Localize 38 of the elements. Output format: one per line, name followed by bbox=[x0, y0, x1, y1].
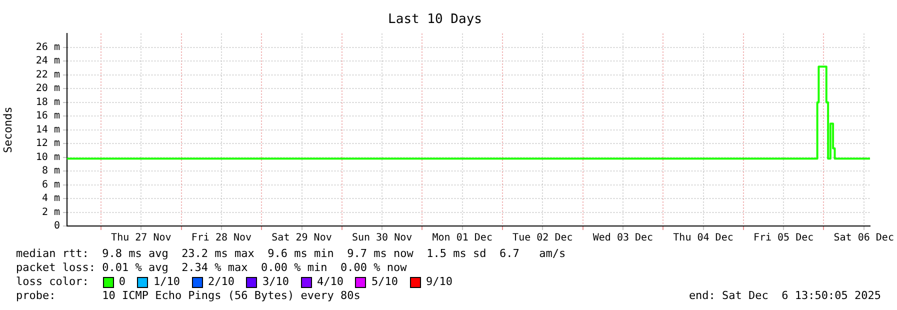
y-tick-label: 24 m bbox=[36, 56, 60, 67]
x-tick-label: Sat 06 Dec bbox=[834, 232, 894, 244]
y-tick-label: 16 m bbox=[36, 110, 60, 122]
legend-label: 2/10 bbox=[208, 275, 234, 289]
y-tick-label: 20 m bbox=[36, 83, 60, 94]
text: probe: 10 ICMP Echo Pings (56 Bytes) every 80s bbox=[16, 289, 360, 303]
legend-label: 0 bbox=[118, 275, 126, 289]
y-tick-label: 2 m bbox=[42, 206, 60, 218]
x-tick-label: Fri 05 Dec bbox=[753, 232, 814, 244]
text: packet loss: 0.01 % avg 2.34 % max 0.00 % min 0.00 % now bbox=[16, 261, 407, 275]
y-tick-label: 22 m bbox=[36, 69, 60, 80]
y-tick-label: 4 m bbox=[42, 193, 60, 204]
y-tick-label: 14 m bbox=[36, 124, 60, 136]
x-tick-label: Thu 27 Nov bbox=[111, 232, 172, 244]
y-tick-label: 10 m bbox=[36, 152, 60, 163]
y-axis-title: Seconds bbox=[1, 106, 14, 153]
x-tick-label: Wed 03 Dec bbox=[592, 232, 654, 244]
y-tick-label: 8 m bbox=[42, 166, 60, 177]
y-tick-label: 12 m bbox=[36, 138, 60, 150]
legend-label: 9/10 bbox=[426, 275, 452, 289]
y-tick-label: 6 m bbox=[42, 179, 60, 190]
legend-title: loss color: bbox=[16, 275, 89, 289]
x-tick-label: Sun 30 Nov bbox=[352, 232, 412, 244]
chart-title: Last 10 Days bbox=[388, 12, 482, 28]
y-tick-label: 26 m bbox=[36, 42, 60, 53]
x-tick-label: Thu 04 Dec bbox=[673, 232, 734, 244]
text: median rtt: 9.8 ms avg 23.2 ms max 9.6 ms min 9.7 ms now 1.5 ms sd 6.7 am/s bbox=[16, 247, 566, 261]
legend-label: 3/10 bbox=[262, 275, 289, 289]
legend-label: 4/10 bbox=[316, 275, 344, 289]
y-tick-label: 0 bbox=[54, 220, 60, 232]
x-tick-label: Tue 02 Dec bbox=[512, 232, 573, 244]
x-tick-label: Fri 28 Nov bbox=[191, 232, 252, 244]
x-tick-label: Mon 01 Dec bbox=[432, 232, 492, 244]
legend-label: 1/10 bbox=[153, 275, 180, 289]
legend-label: 5/10 bbox=[371, 275, 398, 289]
x-tick-label: Sat 29 Nov bbox=[272, 232, 332, 244]
text: end: Sat Dec 6 13:50:05 2025 bbox=[688, 289, 881, 303]
y-tick-label: 18 m bbox=[36, 96, 60, 108]
